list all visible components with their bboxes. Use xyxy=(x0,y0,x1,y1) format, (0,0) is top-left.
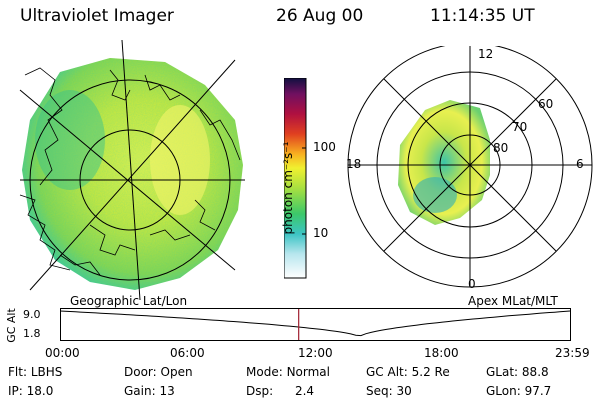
imager-title: Ultraviolet Imager xyxy=(20,6,174,26)
mlt-label-18: 18 xyxy=(346,157,362,171)
polar-grid xyxy=(347,46,593,288)
gain-value: 13 xyxy=(159,384,175,398)
dsp-label: Dsp: xyxy=(246,384,274,398)
mode-value: Normal xyxy=(286,365,330,379)
colorbar-tick-10: 10 xyxy=(313,226,329,240)
mlat-label-60: 60 xyxy=(538,97,554,111)
dsp-value: 2.4 xyxy=(294,384,315,398)
observation-time: 11:14:35 UT xyxy=(430,6,535,26)
ip-label: IP: xyxy=(8,384,23,398)
seq-label: Seq: xyxy=(366,384,393,398)
mlat-label-70: 70 xyxy=(512,120,528,134)
gc-alt-value: 5.2 Re xyxy=(411,365,450,379)
filter-value: LBHS xyxy=(30,365,63,379)
colorbar-tick-100: 100 xyxy=(313,140,336,154)
mlat-label-80: 80 xyxy=(493,141,509,155)
observation-date: 26 Aug 00 xyxy=(276,6,364,26)
gc-alt-label: GC Alt: xyxy=(366,365,408,379)
ip-value: 18.0 xyxy=(26,384,54,398)
timeline-xtick-0000: 00:00 xyxy=(45,346,80,360)
color-scale-bar xyxy=(284,78,307,279)
timeline-ytick-low: 1.8 xyxy=(23,327,41,340)
geographic-caption: Geographic Lat/Lon xyxy=(70,294,188,308)
gain-label: Gain: xyxy=(124,384,156,398)
glat-label: GLat: xyxy=(486,365,519,379)
filter-label: Flt: xyxy=(8,365,27,379)
apex-caption: Apex MLat/MLT xyxy=(468,294,558,308)
door-label: Door: xyxy=(124,365,157,379)
mlt-label-6: 6 xyxy=(576,157,584,171)
mlt-label-12: 12 xyxy=(478,47,494,61)
altitude-curve xyxy=(60,310,571,337)
door-value: Open xyxy=(160,365,193,379)
timeline-xtick-1200: 12:00 xyxy=(298,346,333,360)
apex-polar-panel xyxy=(347,46,593,288)
timeline-xtick-0600: 06:00 xyxy=(170,346,205,360)
geographic-grid xyxy=(19,40,245,300)
colorbar-units-label: photon cm⁻²s⁻¹ xyxy=(281,141,295,235)
timeline-xtick-1800: 18:00 xyxy=(424,346,459,360)
altitude-timeline xyxy=(60,308,571,341)
timeline-ylabel: GC Alt xyxy=(4,308,18,343)
glon-value: 97.7 xyxy=(524,384,552,398)
timeline-xtick-2359: 23:59 xyxy=(555,346,590,360)
timeline-ytick-high: 9.0 xyxy=(23,308,41,321)
glon-label: GLon: xyxy=(486,384,521,398)
coastline-map xyxy=(19,67,241,276)
seq-value: 30 xyxy=(396,384,412,398)
mlt-label-0: 0 xyxy=(468,277,476,291)
geographic-image-panel xyxy=(19,40,245,300)
mode-label: Mode: xyxy=(246,365,283,379)
glat-value: 88.8 xyxy=(521,365,549,379)
